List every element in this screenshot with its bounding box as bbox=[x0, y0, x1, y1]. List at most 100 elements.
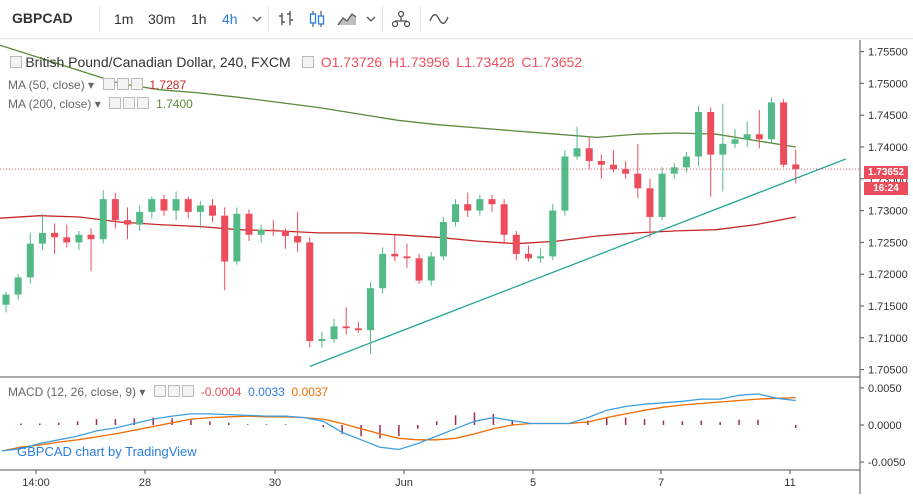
eye-icon[interactable] bbox=[154, 385, 167, 397]
bar-chart-icon[interactable] bbox=[276, 9, 298, 29]
candle-body bbox=[330, 326, 338, 340]
ma200-label: MA (200, close) bbox=[8, 97, 92, 111]
price-tick-label: 1.75500 bbox=[868, 47, 908, 59]
candle-body bbox=[634, 173, 642, 189]
chevron-down-icon[interactable] bbox=[246, 9, 268, 29]
macd-tick-label: 0.0050 bbox=[868, 383, 902, 395]
price-tick-label: 1.73000 bbox=[868, 206, 908, 218]
time-tick-label: Jun bbox=[395, 477, 413, 489]
candle-body bbox=[391, 253, 399, 257]
series-title: British Pound/Canadian Dollar, 240, FXCM bbox=[25, 54, 291, 70]
candle-body bbox=[51, 232, 59, 238]
timeframe-4h[interactable]: 4h bbox=[222, 11, 238, 27]
candle-body bbox=[792, 164, 800, 170]
candle-body bbox=[780, 102, 788, 165]
candle-body bbox=[63, 237, 71, 243]
candle-body bbox=[196, 205, 204, 212]
close-icon[interactable] bbox=[130, 78, 143, 90]
candle-body bbox=[488, 199, 496, 205]
eye-icon[interactable] bbox=[102, 78, 115, 90]
chevron-down-icon[interactable] bbox=[360, 9, 382, 29]
candle-body bbox=[2, 294, 10, 305]
ma200-legend: MA (200, close) ▾ 1.7400 bbox=[8, 97, 193, 111]
wave-icon[interactable] bbox=[428, 9, 450, 29]
price-tick-label: 1.71000 bbox=[868, 333, 908, 345]
candle-body bbox=[452, 204, 460, 223]
timeframe-30m[interactable]: 30m bbox=[148, 11, 176, 27]
price-tick-label: 1.75000 bbox=[868, 78, 908, 90]
candle-body bbox=[233, 213, 241, 262]
candle-body bbox=[257, 229, 265, 235]
candle-body bbox=[512, 234, 520, 254]
settings-icon[interactable] bbox=[123, 97, 136, 109]
candle-body bbox=[597, 160, 605, 165]
candle-body bbox=[695, 111, 703, 157]
main-legend: British Pound/Canadian Dollar, 240, FXCM… bbox=[8, 54, 582, 70]
candle-body bbox=[124, 220, 131, 225]
candle-body bbox=[427, 256, 435, 281]
candle-body bbox=[670, 167, 678, 174]
ma50-value: 1.7287 bbox=[149, 78, 187, 92]
candle-body bbox=[318, 339, 326, 342]
candle-body bbox=[342, 326, 350, 329]
toolbar-divider bbox=[99, 6, 100, 32]
time-tick-label: 30 bbox=[269, 477, 281, 489]
candle-body bbox=[148, 199, 156, 212]
candle-body bbox=[731, 139, 739, 144]
macd-line bbox=[1, 393, 796, 452]
macd-tick-label: 0.0000 bbox=[868, 420, 902, 432]
high-value: 1.73956 bbox=[399, 54, 450, 70]
area-chart-icon[interactable] bbox=[336, 9, 358, 29]
open-value: 1.73726 bbox=[331, 54, 383, 70]
chart-area[interactable]: 1.75500 1.75000 1.74500 1.74000 1.73500 1.730… bbox=[0, 40, 913, 494]
timeframe-1m[interactable]: 1m bbox=[114, 11, 134, 27]
toolbar-divider bbox=[420, 6, 421, 32]
candle-body bbox=[415, 258, 423, 281]
close-icon[interactable] bbox=[137, 97, 150, 109]
candle-body bbox=[160, 199, 168, 211]
candlestick-icon[interactable] bbox=[306, 9, 328, 29]
settings-icon[interactable] bbox=[168, 385, 181, 397]
candle-body bbox=[172, 199, 180, 211]
ma50-label: MA (50, close) bbox=[8, 78, 85, 92]
candle-body bbox=[464, 204, 472, 211]
price-tick-label: 1.74000 bbox=[868, 142, 908, 154]
close-label: C bbox=[521, 54, 532, 70]
macd-tick-label: -0.0050 bbox=[868, 457, 905, 469]
candle-body bbox=[549, 210, 557, 257]
collapse-icon[interactable] bbox=[10, 56, 22, 68]
low-label: L bbox=[456, 54, 465, 70]
settings-icon[interactable] bbox=[302, 56, 315, 68]
macd-signal-line bbox=[1, 396, 796, 452]
candle-body bbox=[75, 234, 83, 243]
tradingview-credit[interactable]: GBPCAD chart by TradingView bbox=[17, 444, 197, 459]
candle-body bbox=[99, 199, 107, 240]
candle-body bbox=[682, 156, 690, 168]
candle-body bbox=[743, 134, 751, 140]
candle-body bbox=[221, 215, 229, 262]
candle-body bbox=[561, 156, 569, 211]
price-chart-svg[interactable]: 1.755001.750001.745001.740001.735001.730… bbox=[0, 40, 913, 494]
chevron-down-icon[interactable]: ▾ bbox=[88, 78, 95, 92]
candle-body bbox=[269, 229, 277, 231]
candle-body bbox=[403, 256, 411, 259]
candle-body bbox=[26, 243, 34, 278]
high-label: H bbox=[388, 54, 400, 70]
eye-icon[interactable] bbox=[109, 97, 122, 109]
candle-body bbox=[184, 199, 192, 212]
price-tick-label: 1.71500 bbox=[868, 301, 908, 313]
indicators-icon[interactable] bbox=[390, 9, 412, 29]
candle-body bbox=[245, 213, 253, 235]
symbol-search[interactable]: GBPCAD bbox=[12, 10, 73, 26]
price-tick-label: 1.72000 bbox=[868, 269, 908, 281]
timeframe-1h[interactable]: 1h bbox=[191, 11, 207, 27]
candle-body bbox=[87, 234, 95, 240]
candle-body bbox=[14, 277, 22, 295]
settings-icon[interactable] bbox=[116, 78, 129, 90]
candle-body bbox=[136, 211, 144, 225]
candle-body bbox=[379, 253, 387, 289]
ma50-legend: MA (50, close) ▾ 1.7287 bbox=[8, 78, 186, 92]
chevron-down-icon[interactable]: ▾ bbox=[94, 97, 101, 111]
chevron-down-icon[interactable]: ▾ bbox=[139, 385, 146, 399]
close-icon[interactable] bbox=[182, 385, 195, 397]
